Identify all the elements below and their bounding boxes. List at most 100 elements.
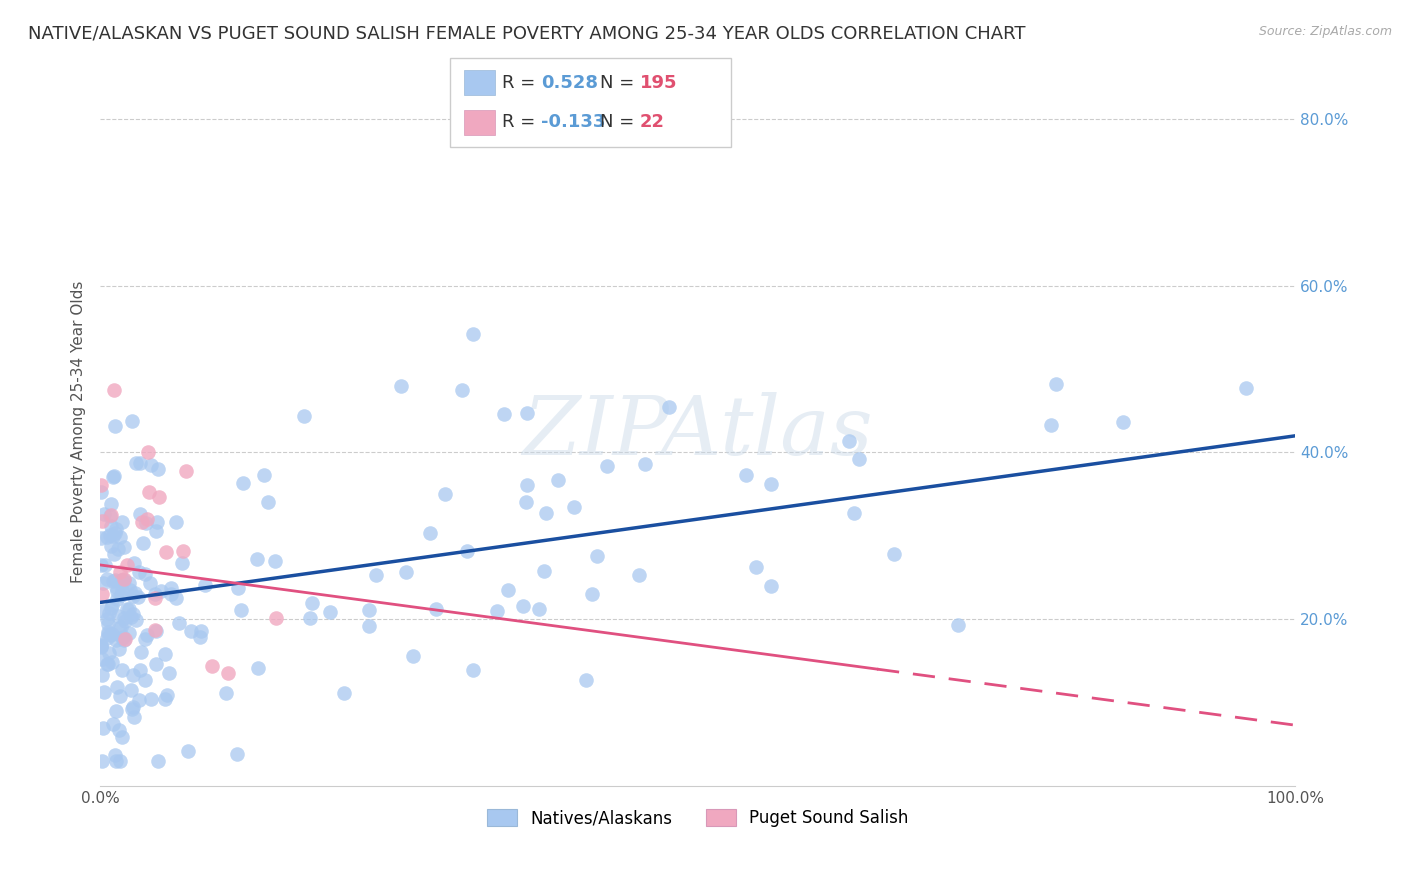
Point (745, 560, 768, 574)
Point (112, 633, 135, 648)
Point (174, 464, 197, 478)
Point (105, 681, 128, 695)
Point (108, 565, 131, 579)
Point (104, 704, 127, 718)
Point (110, 573, 132, 587)
Text: -0.133: -0.133 (541, 113, 606, 131)
Point (100, 601, 122, 615)
Text: 195: 195 (640, 74, 678, 92)
Point (122, 667, 145, 681)
Point (135, 512, 157, 526)
Point (100, 519, 122, 533)
Point (124, 586, 146, 600)
Point (456, 543, 478, 558)
Point (134, 632, 156, 647)
Point (1039, 417, 1062, 432)
Point (101, 716, 124, 731)
Point (111, 583, 134, 598)
Point (145, 591, 167, 605)
Point (93, 684, 115, 698)
Point (245, 552, 267, 566)
Y-axis label: Female Poverty Among 25-34 Year Olds: Female Poverty Among 25-34 Year Olds (72, 280, 86, 582)
Point (110, 730, 132, 744)
Point (90, 640, 112, 654)
Point (105, 592, 128, 607)
Point (103, 468, 125, 483)
Point (229, 602, 252, 616)
Point (658, 401, 681, 415)
Point (127, 591, 149, 605)
Point (634, 457, 657, 471)
Point (107, 609, 129, 624)
Point (101, 528, 124, 542)
Point (104, 632, 127, 647)
Point (125, 613, 148, 627)
Point (100, 598, 122, 612)
Point (103, 547, 125, 561)
Point (226, 747, 249, 761)
Point (263, 554, 285, 568)
Point (128, 456, 150, 470)
Point (131, 516, 153, 530)
Point (118, 602, 141, 616)
Point (122, 709, 145, 723)
Point (139, 458, 162, 472)
Point (139, 576, 162, 591)
Point (110, 588, 132, 602)
Point (107, 723, 129, 737)
Point (136, 445, 159, 459)
Point (883, 547, 905, 561)
Point (842, 506, 865, 520)
Text: R =: R = (502, 74, 541, 92)
Point (101, 574, 124, 588)
Point (90, 638, 112, 652)
Point (301, 597, 323, 611)
Point (110, 516, 132, 530)
Point (359, 618, 381, 632)
Point (145, 624, 167, 638)
Point (134, 566, 156, 581)
Point (114, 632, 136, 647)
Point (596, 459, 619, 474)
Point (129, 663, 152, 677)
Point (226, 581, 249, 595)
Point (125, 456, 148, 470)
Point (107, 542, 129, 557)
Point (451, 383, 474, 397)
Point (112, 573, 135, 587)
Point (90, 558, 112, 572)
Point (533, 564, 555, 578)
Point (115, 558, 138, 572)
Point (90, 668, 112, 682)
Point (298, 611, 321, 625)
Point (112, 611, 135, 625)
Point (100, 497, 122, 511)
Text: Source: ZipAtlas.com: Source: ZipAtlas.com (1258, 25, 1392, 38)
Point (333, 685, 356, 699)
Point (114, 614, 136, 628)
Point (112, 540, 135, 554)
Point (96, 631, 118, 645)
Point (108, 641, 131, 656)
Point (122, 700, 145, 714)
Point (138, 484, 160, 499)
Point (143, 624, 166, 638)
Point (97, 617, 120, 632)
Point (104, 754, 127, 768)
Point (121, 702, 143, 716)
Point (165, 591, 187, 606)
Point (155, 545, 177, 559)
Point (122, 607, 145, 622)
Point (172, 556, 194, 570)
Point (176, 744, 198, 758)
Point (91, 754, 114, 768)
Point (104, 525, 127, 540)
Point (319, 605, 342, 619)
Point (215, 685, 238, 699)
Point (141, 691, 163, 706)
Legend: Natives/Alaskans, Puget Sound Salish: Natives/Alaskans, Puget Sound Salish (481, 803, 915, 834)
Point (111, 663, 134, 677)
Point (180, 624, 202, 638)
Point (486, 603, 509, 617)
Point (91, 575, 114, 590)
